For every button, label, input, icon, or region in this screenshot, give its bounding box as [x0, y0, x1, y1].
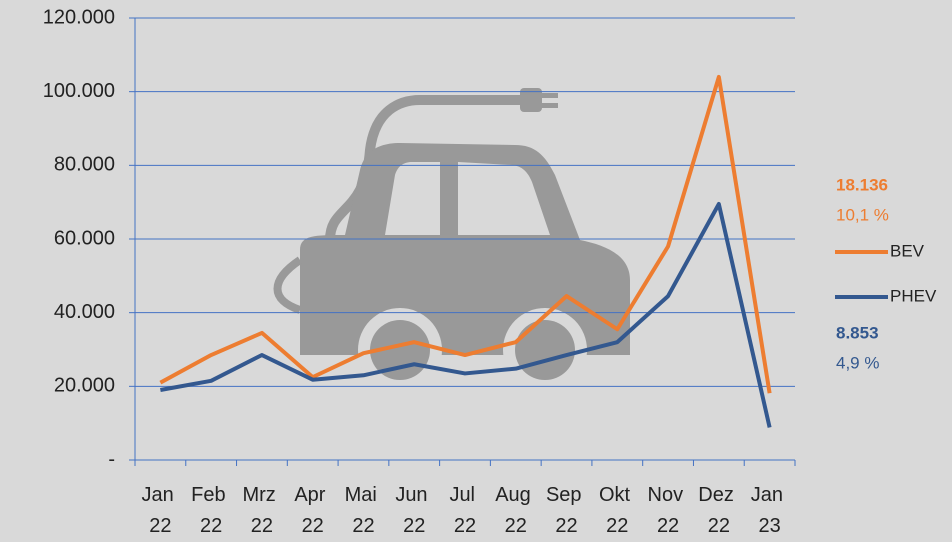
x-tick-label: Mai 22 [345, 484, 383, 537]
legend-label: PHEV [890, 286, 937, 305]
x-tick-label: Apr 22 [294, 484, 331, 537]
x-tick-label: Jun 22 [395, 484, 433, 537]
y-tick-label: 40.000 [54, 301, 115, 323]
x-tick-label: Nov 22 [648, 484, 689, 537]
series-line [160, 202, 772, 428]
y-tick-label: 60.000 [54, 227, 115, 249]
x-tick-label: Jan 23 [751, 484, 789, 537]
y-tick-label: - [108, 448, 115, 470]
x-tick-label: Aug 22 [495, 484, 536, 537]
x-tick-label: Jan 22 [141, 484, 179, 537]
x-tick-label: Sep 22 [546, 484, 587, 537]
annotation: 4,9 % [836, 353, 879, 372]
series-line [159, 74, 772, 394]
annotation: 8.853 [836, 323, 879, 342]
x-tick-label: Okt 22 [599, 484, 636, 537]
annotation: 18.136 [836, 175, 888, 194]
x-tick-label: Jul 22 [449, 484, 480, 537]
x-tick-label: Dez 22 [698, 484, 739, 537]
legend-label: BEV [890, 241, 925, 260]
y-tick-label: 100.000 [43, 80, 115, 102]
x-tick-label: Mrz 22 [242, 484, 281, 537]
car-icon [273, 88, 630, 392]
y-tick-label: 80.000 [54, 154, 115, 176]
annotation: 10,1 % [836, 205, 889, 224]
y-tick-label: 20.000 [54, 375, 115, 397]
y-tick-label: 120.000 [43, 6, 115, 28]
x-tick-label: Feb 22 [191, 484, 231, 537]
